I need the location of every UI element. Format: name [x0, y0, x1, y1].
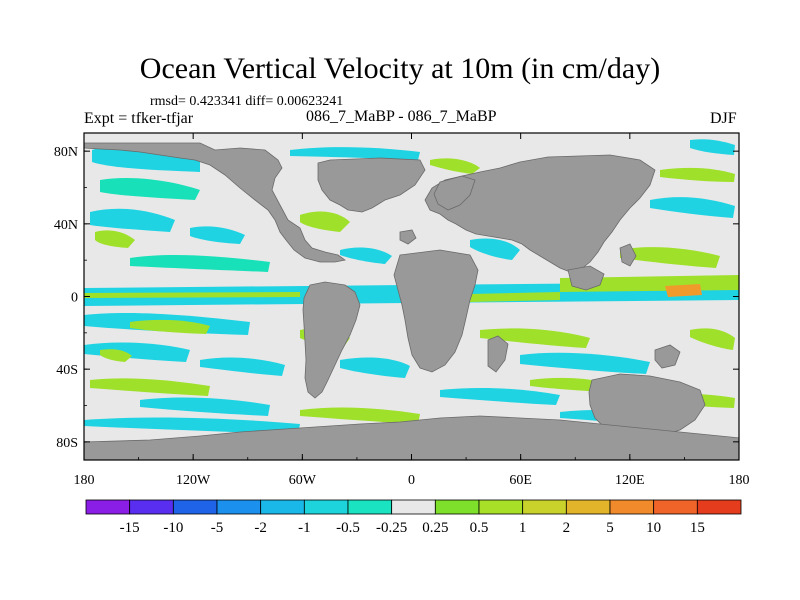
contour-npac-4 [95, 230, 135, 248]
contour-sio-4 [440, 387, 560, 405]
colorbar-label: 0.25 [422, 520, 448, 536]
x-tick-label: 120E [615, 473, 645, 488]
colorbar-swatch [391, 499, 436, 515]
land-south-america [302, 281, 361, 399]
contour-sio-2 [520, 352, 650, 374]
contour-spac-7 [140, 397, 270, 416]
colorbar-swatch [172, 499, 218, 515]
colorbar-swatch [347, 499, 393, 515]
colorbar-label: -1 [298, 520, 311, 536]
colorbar-swatch [129, 499, 174, 515]
colorbar-swatch [609, 499, 655, 515]
contour-satl-2 [340, 357, 410, 378]
y-axis: 80N 40N 0 40S 80S [54, 145, 739, 451]
contour-nio-1 [470, 238, 520, 260]
x-tick-label: 180 [729, 473, 750, 488]
stats-line: rmsd= 0.423341 diff= 0.00623241 [150, 94, 344, 109]
colorbar-label: -10 [163, 520, 183, 536]
colorbar-swatch [478, 499, 524, 515]
colorbar-label: -5 [211, 520, 224, 536]
x-tick-label: 60E [509, 473, 532, 488]
y-tick-label: 40S [56, 363, 78, 378]
land-antarctica [84, 415, 739, 460]
contour-spac-5 [200, 357, 285, 376]
land-masks [84, 142, 739, 460]
map-plot-area [84, 133, 739, 460]
contour-spac-3 [84, 342, 190, 362]
land-greenland [317, 157, 426, 213]
land-madagascar [487, 335, 509, 373]
colorbar-label: -0.25 [376, 520, 407, 536]
x-tick-label: 60W [289, 473, 317, 488]
experiment-label: Expt = tfker-tfjar [84, 110, 194, 127]
case-label: 086_7_MaBP - 086_7_MaBP [306, 108, 497, 125]
y-tick-label: 80S [56, 436, 78, 451]
x-tick-label: 180 [74, 473, 95, 488]
contour-spac-4 [100, 349, 132, 362]
contour-arctic-2 [430, 158, 480, 174]
contour-npac-2 [100, 178, 200, 200]
contour-wpac-2 [650, 197, 735, 218]
land-japan [619, 243, 637, 267]
contour-bering [690, 139, 735, 155]
land-europe-asia [424, 154, 656, 273]
contour-wpac-1 [620, 247, 720, 268]
colorbar-swatch [85, 499, 131, 515]
colorbar-swatch [260, 499, 305, 515]
colorbar-swatch [565, 499, 611, 515]
chart-title: Ocean Vertical Velocity at 10m (in cm/da… [139, 52, 661, 85]
contour-npac-6 [190, 226, 245, 244]
land-north-america [84, 142, 346, 263]
y-tick-label: 40N [54, 218, 78, 233]
colorbar-swatch [696, 499, 742, 515]
season-label: DJF [710, 110, 737, 127]
contour-npac-1 [92, 145, 200, 172]
contour-sio-1 [480, 328, 590, 348]
colorbar-label: -2 [254, 520, 267, 536]
contour-indian-green [470, 292, 560, 302]
contour-spac-6 [90, 378, 210, 396]
colorbar-label: 5 [606, 520, 614, 536]
contour-natl-1 [300, 211, 350, 232]
y-tick-label: 0 [71, 291, 78, 306]
contour-pacific-orange [665, 284, 702, 297]
contour-natl-2 [340, 247, 392, 264]
contour-spac-2 [130, 319, 210, 334]
contour-npac-3 [90, 208, 175, 232]
colorbar-label: -15 [120, 520, 140, 536]
colorbar-label: 2 [563, 520, 571, 536]
land-new-zealand [654, 344, 681, 369]
contour-equatorial-green [84, 292, 300, 298]
colorbar-swatch [216, 499, 262, 515]
colorbar-swatch [303, 499, 349, 515]
colorbar-label: 1 [519, 520, 527, 536]
colorbar-label: -0.5 [336, 520, 360, 536]
contour-arctic-1 [290, 147, 420, 160]
land-southeast-asia [567, 265, 605, 291]
colorbar-swatch [522, 499, 567, 515]
contour-southern-2 [300, 407, 420, 424]
colorbar-swatch [434, 499, 480, 515]
colorbar-label: 10 [646, 520, 661, 536]
colorbar-label: 0.5 [470, 520, 489, 536]
contour-southern-1 [84, 417, 300, 434]
x-tick-label: 120W [176, 473, 211, 488]
contour-npac-5 [130, 255, 270, 272]
land-africa [393, 249, 479, 373]
land-iceland [399, 229, 417, 245]
contour-tasman [690, 328, 735, 350]
colorbar-swatch [653, 499, 698, 515]
land-scandinavia [433, 175, 476, 211]
colorbar: -15 -10 -5 -2 -1 -0.5 -0.25 0.25 0.5 1 2 5 10 15 [85, 499, 742, 536]
contour-wpac-3 [660, 167, 735, 182]
colorbar-label: 15 [690, 520, 705, 536]
x-tick-label: 0 [408, 473, 415, 488]
x-axis: 180 120W 60W 0 60E 120E 180 [74, 133, 750, 488]
y-tick-label: 80N [54, 145, 78, 160]
